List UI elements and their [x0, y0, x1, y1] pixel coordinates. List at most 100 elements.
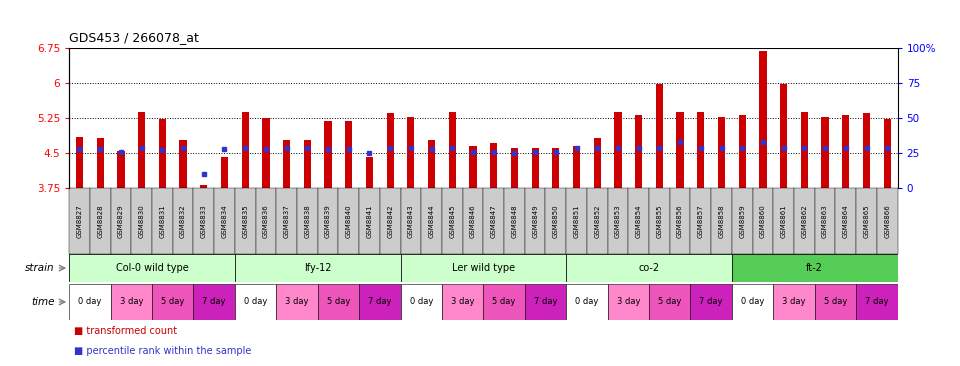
- Text: 5 day: 5 day: [492, 298, 516, 306]
- Bar: [318, 284, 359, 320]
- Bar: [649, 284, 690, 320]
- Text: 5 day: 5 day: [824, 298, 847, 306]
- Text: GSM8862: GSM8862: [802, 205, 807, 238]
- Bar: [276, 188, 297, 254]
- Text: 7 day: 7 day: [865, 298, 889, 306]
- Bar: [774, 188, 794, 254]
- Bar: [566, 188, 587, 254]
- Bar: [732, 284, 774, 320]
- Bar: [235, 284, 276, 320]
- Bar: [69, 254, 235, 282]
- Bar: [76, 137, 84, 188]
- Text: co-2: co-2: [638, 263, 660, 273]
- Bar: [511, 147, 518, 188]
- Bar: [780, 84, 787, 188]
- Bar: [484, 188, 504, 254]
- Bar: [90, 188, 110, 254]
- Text: GSM8839: GSM8839: [325, 205, 331, 238]
- Bar: [697, 112, 705, 188]
- Bar: [180, 140, 186, 188]
- Bar: [573, 146, 580, 188]
- Text: GSM8829: GSM8829: [118, 205, 124, 238]
- Text: Col-0 wild type: Col-0 wild type: [115, 263, 188, 273]
- Bar: [525, 188, 545, 254]
- Bar: [656, 84, 663, 188]
- Text: 3 day: 3 day: [119, 298, 143, 306]
- Text: GSM8833: GSM8833: [201, 205, 206, 238]
- Bar: [255, 188, 276, 254]
- Text: time: time: [31, 297, 55, 307]
- Bar: [566, 284, 608, 320]
- Text: 7 day: 7 day: [534, 298, 557, 306]
- Text: GSM8847: GSM8847: [491, 205, 496, 238]
- Bar: [338, 188, 359, 254]
- Bar: [214, 188, 235, 254]
- Text: GSM8856: GSM8856: [677, 205, 684, 238]
- Bar: [532, 147, 539, 188]
- Text: GSM8841: GSM8841: [367, 205, 372, 238]
- Bar: [636, 115, 642, 188]
- Bar: [677, 112, 684, 188]
- Bar: [428, 140, 435, 188]
- Bar: [732, 254, 898, 282]
- Text: GSM8865: GSM8865: [864, 205, 870, 238]
- Bar: [718, 117, 725, 188]
- Text: lfy-12: lfy-12: [304, 263, 331, 273]
- Text: GSM8836: GSM8836: [263, 205, 269, 238]
- Bar: [545, 188, 566, 254]
- Bar: [69, 188, 90, 254]
- Bar: [132, 188, 152, 254]
- Text: 0 day: 0 day: [244, 298, 267, 306]
- Bar: [400, 188, 421, 254]
- Bar: [283, 140, 290, 188]
- Text: 3 day: 3 day: [616, 298, 640, 306]
- Bar: [442, 188, 463, 254]
- Text: 3 day: 3 day: [285, 298, 309, 306]
- Bar: [297, 188, 318, 254]
- Bar: [324, 121, 331, 188]
- Text: Ler wild type: Ler wild type: [452, 263, 515, 273]
- Bar: [815, 188, 835, 254]
- Bar: [552, 147, 560, 188]
- Text: GSM8852: GSM8852: [594, 205, 600, 238]
- Bar: [97, 138, 104, 188]
- Bar: [242, 112, 249, 188]
- Bar: [235, 188, 255, 254]
- Text: GSM8854: GSM8854: [636, 205, 641, 238]
- Bar: [380, 188, 400, 254]
- Bar: [193, 188, 214, 254]
- Bar: [366, 157, 373, 188]
- Bar: [690, 188, 711, 254]
- Text: 3 day: 3 day: [782, 298, 805, 306]
- Text: GSM8845: GSM8845: [449, 205, 455, 238]
- Bar: [856, 188, 876, 254]
- Bar: [491, 143, 497, 188]
- Bar: [359, 188, 380, 254]
- Bar: [566, 254, 732, 282]
- Text: 3 day: 3 day: [451, 298, 474, 306]
- Text: GSM8851: GSM8851: [573, 205, 580, 238]
- Bar: [856, 284, 898, 320]
- Bar: [276, 284, 318, 320]
- Bar: [801, 112, 808, 188]
- Bar: [69, 284, 110, 320]
- Text: GSM8850: GSM8850: [553, 205, 559, 238]
- Bar: [504, 188, 525, 254]
- Text: GSM8864: GSM8864: [843, 205, 849, 238]
- Bar: [629, 188, 649, 254]
- Bar: [842, 115, 850, 188]
- Text: GSM8857: GSM8857: [698, 205, 704, 238]
- Text: GSM8843: GSM8843: [408, 205, 414, 238]
- Bar: [774, 284, 815, 320]
- Text: strain: strain: [25, 263, 55, 273]
- Text: 0 day: 0 day: [78, 298, 102, 306]
- Bar: [345, 121, 352, 188]
- Text: 0 day: 0 day: [741, 298, 764, 306]
- Bar: [359, 284, 400, 320]
- Bar: [221, 157, 228, 188]
- Bar: [484, 284, 525, 320]
- Text: GSM8837: GSM8837: [283, 205, 290, 238]
- Text: 0 day: 0 day: [410, 298, 433, 306]
- Bar: [525, 284, 566, 320]
- Text: GSM8832: GSM8832: [180, 205, 186, 238]
